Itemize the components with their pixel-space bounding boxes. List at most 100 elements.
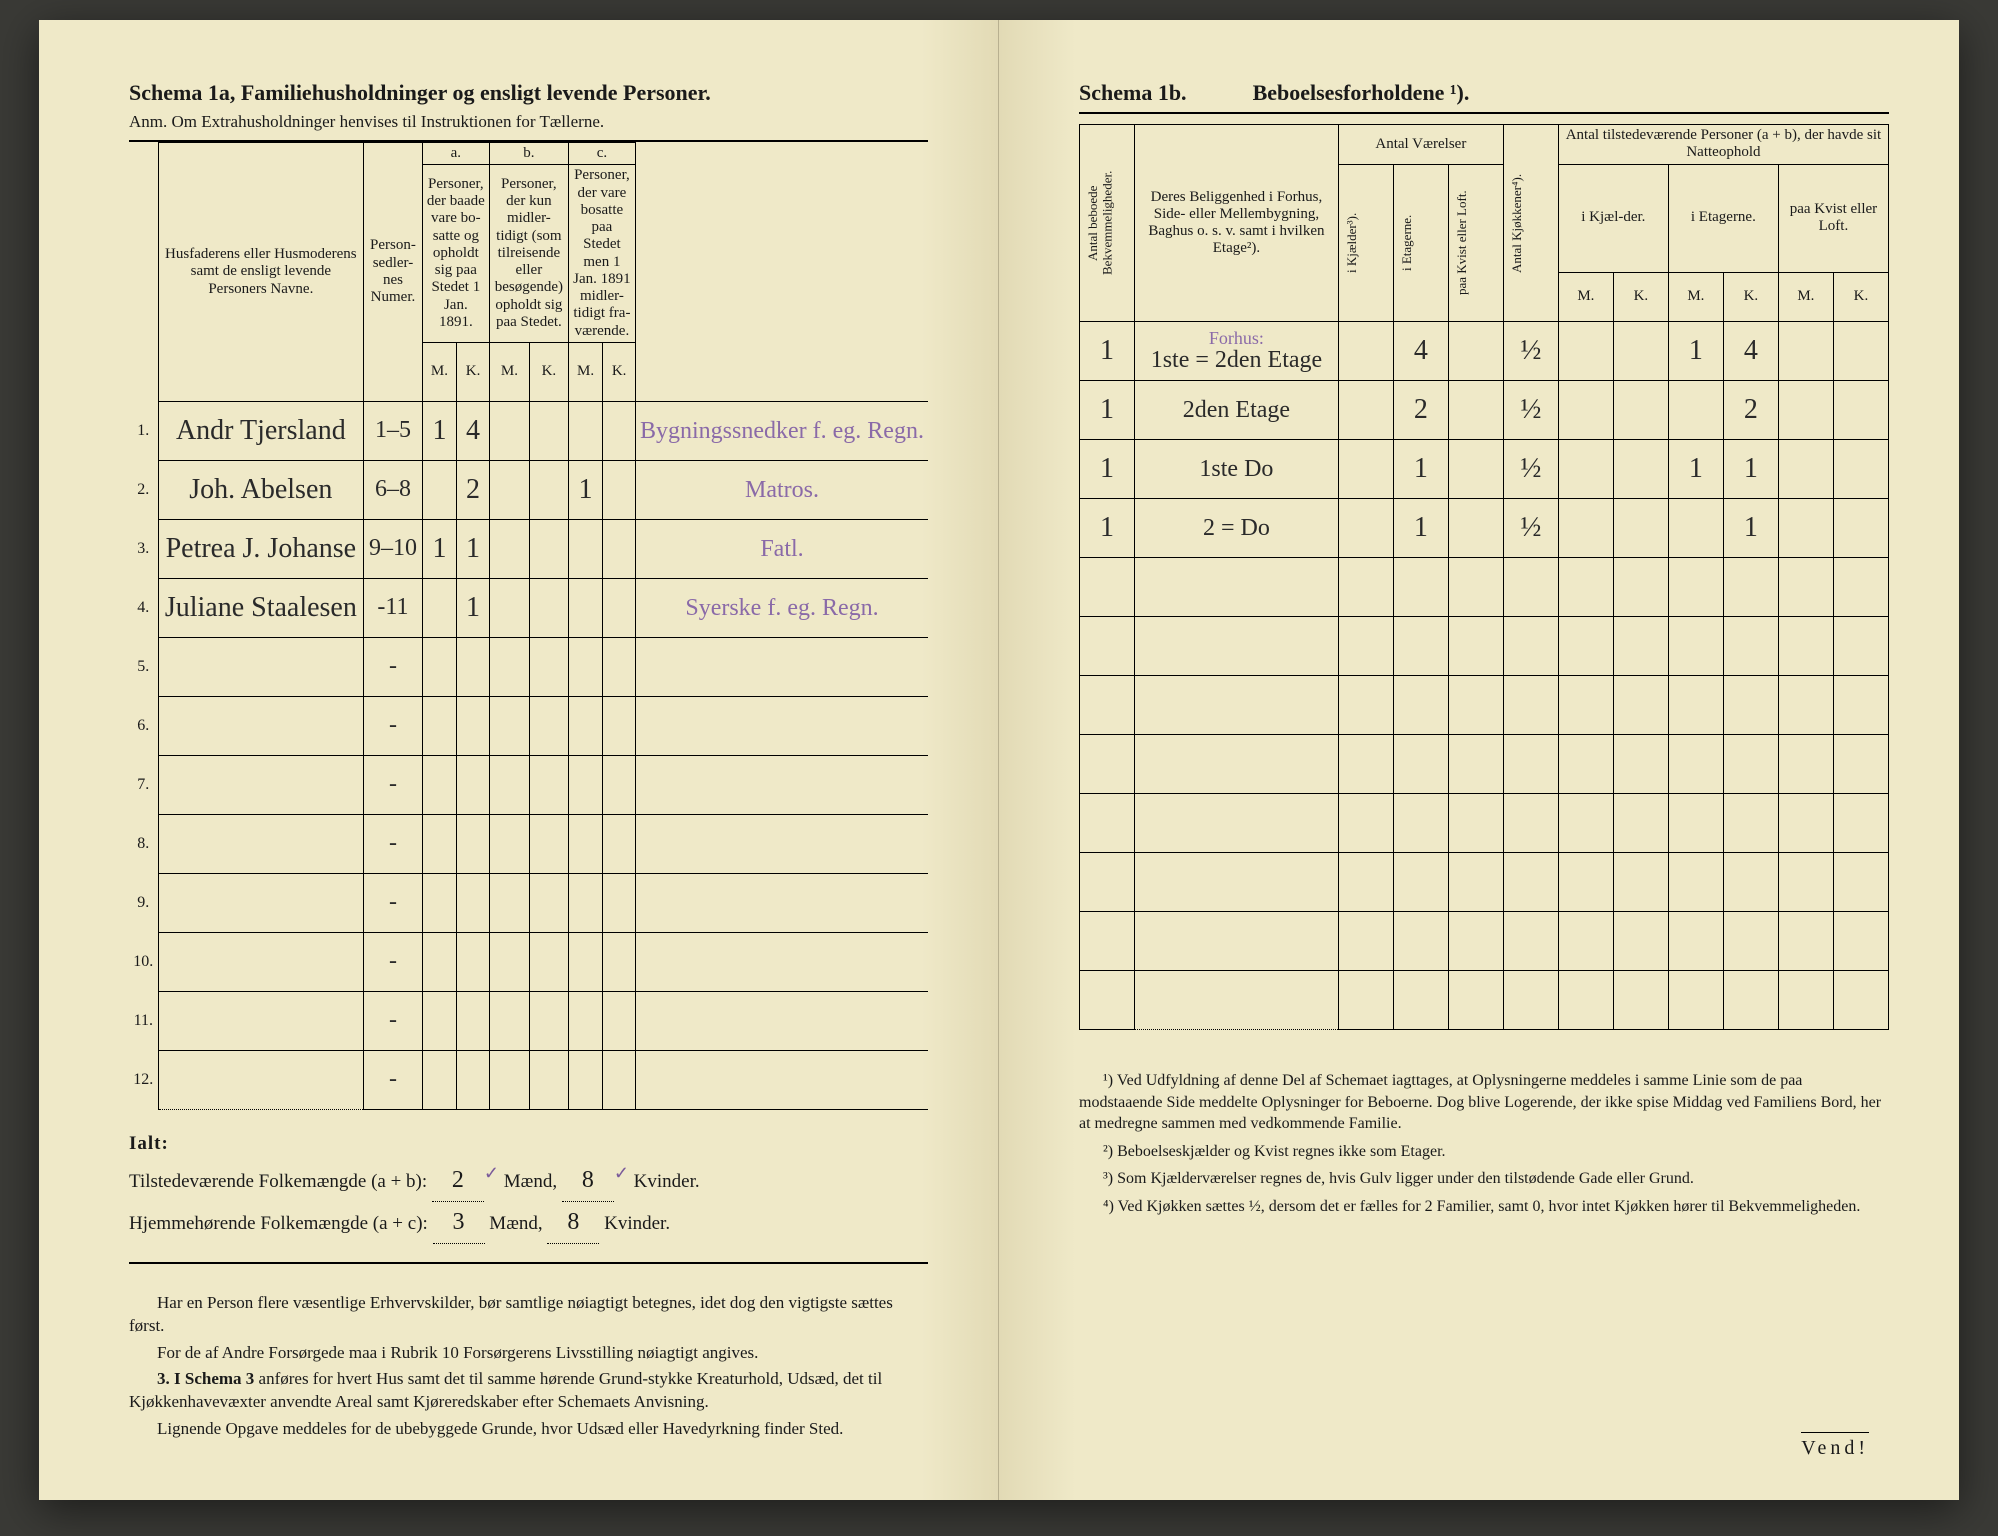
et-m <box>1668 499 1723 558</box>
a-m <box>422 755 456 814</box>
kjok <box>1503 794 1558 853</box>
col-p-kv: paa Kvist eller Loft. <box>1778 164 1888 272</box>
kjok: ½ <box>1503 381 1558 440</box>
v-kj <box>1338 499 1393 558</box>
table-row: 4.Juliane Staalesen-111Syerske f. eg. Re… <box>129 578 928 637</box>
a-m <box>422 637 456 696</box>
occupation: Syerske f. eg. Regn. <box>635 578 928 637</box>
bekv <box>1080 676 1135 735</box>
name-cell: Andr Tjersland <box>158 401 364 460</box>
occupation <box>635 873 928 932</box>
kj-k <box>1613 735 1668 794</box>
col-c-k: K. <box>603 342 636 401</box>
et-m <box>1668 912 1723 971</box>
c-m <box>568 1050 602 1109</box>
a-k: 2 <box>457 460 490 519</box>
et-m <box>1668 735 1723 794</box>
v-kj <box>1338 322 1393 381</box>
b-m <box>489 873 529 932</box>
c-k <box>603 1050 636 1109</box>
bekv <box>1080 794 1135 853</box>
kj-k <box>1613 322 1668 381</box>
row-number: 7. <box>129 755 158 814</box>
b-m <box>489 932 529 991</box>
v-et <box>1393 912 1448 971</box>
col-kj-k: K. <box>1613 272 1668 321</box>
v-kj <box>1338 558 1393 617</box>
col-kv-m: M. <box>1778 272 1833 321</box>
tot1-k-unit: Kvinder. <box>634 1171 700 1192</box>
v-et <box>1393 794 1448 853</box>
tot2-m-unit: Mænd, <box>489 1213 542 1234</box>
table-row: 12 = Do1½1 <box>1080 499 1889 558</box>
fn1: ¹) Ved Udfyldning af denne Del af Schema… <box>1079 1070 1889 1135</box>
kv-m <box>1778 794 1833 853</box>
tot2-k-unit: Kvinder. <box>604 1213 670 1234</box>
v-et <box>1393 558 1448 617</box>
row-number: 8. <box>129 814 158 873</box>
kj-m <box>1558 912 1613 971</box>
table-row <box>1080 617 1889 676</box>
kj-m <box>1558 381 1613 440</box>
beliggenhed: 2den Etage <box>1135 381 1339 440</box>
et-m: 1 <box>1668 440 1723 499</box>
kj-m <box>1558 853 1613 912</box>
fn4-lead: ⁴) <box>1103 1198 1114 1215</box>
pers-numer: - <box>364 873 423 932</box>
tot1-m-unit: Mænd, <box>504 1171 557 1192</box>
et-m <box>1668 971 1723 1030</box>
col-kv-k: K. <box>1833 272 1888 321</box>
et-k <box>1723 853 1778 912</box>
et-k <box>1723 912 1778 971</box>
v-et: 1 <box>1393 499 1448 558</box>
v-et <box>1393 971 1448 1030</box>
b-k <box>529 873 568 932</box>
occupation <box>635 1050 928 1109</box>
tot2-m: 3 <box>433 1202 485 1244</box>
name-cell <box>158 637 364 696</box>
et-m <box>1668 676 1723 735</box>
schema-1b-title: Schema 1b. Beboelsesforholdene ¹). <box>1079 80 1889 106</box>
b-k <box>529 519 568 578</box>
schema-1b-label: Schema 1b. <box>1079 80 1187 105</box>
group-a: a. <box>422 143 489 165</box>
et-m <box>1668 558 1723 617</box>
b-k <box>529 932 568 991</box>
name-cell <box>158 755 364 814</box>
beliggenhed <box>1135 735 1339 794</box>
col-a-k: K. <box>457 342 490 401</box>
b-k <box>529 814 568 873</box>
c-k <box>603 814 636 873</box>
kv-k <box>1833 440 1888 499</box>
b-k <box>529 637 568 696</box>
table-row: 11.- <box>129 991 928 1050</box>
table-row: 11ste Do1½11 <box>1080 440 1889 499</box>
col-p-kj: i Kjæl-der. <box>1558 164 1668 272</box>
name-cell <box>158 991 364 1050</box>
grp-vaerelser: Antal Værelser <box>1338 125 1503 165</box>
para3-lead: 3. I Schema 3 <box>157 1369 254 1388</box>
kv-m <box>1778 322 1833 381</box>
kv-k <box>1833 971 1888 1030</box>
v-kv <box>1448 499 1503 558</box>
kv-m <box>1778 381 1833 440</box>
bekv <box>1080 853 1135 912</box>
kj-k <box>1613 381 1668 440</box>
beliggenhed: 1ste Do <box>1135 440 1339 499</box>
kj-k <box>1613 440 1668 499</box>
pers-numer: - <box>364 637 423 696</box>
tot-row-2: Hjemmehørende Folkemængde (a + c): 3 Mæn… <box>129 1202 928 1244</box>
a-k <box>457 873 490 932</box>
et-m <box>1668 853 1723 912</box>
b-m <box>489 814 529 873</box>
name-cell <box>158 814 364 873</box>
c-k <box>603 932 636 991</box>
table-row <box>1080 676 1889 735</box>
table-row: 5.- <box>129 637 928 696</box>
col-b-m: M. <box>489 342 529 401</box>
occupation: Matros. <box>635 460 928 519</box>
name-cell: Petrea J. Johanse <box>158 519 364 578</box>
kv-m <box>1778 440 1833 499</box>
v-kj <box>1338 617 1393 676</box>
row-number: 11. <box>129 991 158 1050</box>
